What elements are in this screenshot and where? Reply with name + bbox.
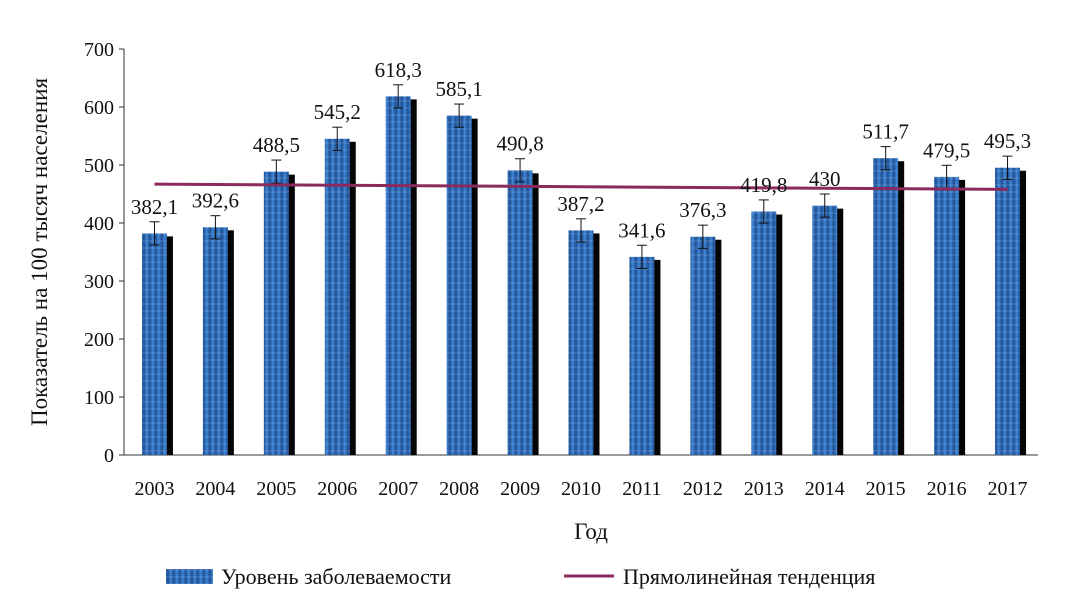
- bar: [263, 171, 289, 456]
- error-bar: [210, 215, 221, 240]
- data-label: 511,7: [862, 120, 908, 144]
- x-tick-label: 2013: [744, 478, 784, 500]
- x-tick-label: 2011: [622, 478, 661, 500]
- bar: [507, 170, 533, 455]
- data-label: 392,6: [192, 189, 239, 213]
- x-tick-label: 2004: [195, 478, 235, 500]
- data-label: 376,3: [679, 198, 726, 222]
- x-tick-label: 2006: [317, 478, 357, 500]
- data-label: 430: [809, 167, 841, 191]
- data-label: 382,1: [131, 195, 178, 219]
- x-tick-label: 2012: [683, 478, 723, 500]
- error-bar: [454, 103, 465, 128]
- x-tick-label: 2014: [805, 478, 845, 500]
- bar: [690, 236, 716, 455]
- data-label: 341,6: [618, 218, 665, 242]
- x-axis-title: Год: [574, 519, 608, 544]
- data-label: 585,1: [436, 77, 483, 101]
- bar: [934, 176, 960, 455]
- error-bar: [758, 199, 769, 224]
- legend-bar-swatch: [166, 569, 213, 584]
- bar: [385, 96, 411, 456]
- x-tick-label: 2010: [561, 478, 601, 500]
- data-label: 495,3: [984, 129, 1031, 153]
- y-axis-title: Показатель на 100 тысяч населения: [27, 78, 52, 426]
- bar: [873, 158, 899, 456]
- bar: [568, 230, 594, 455]
- bar: [995, 167, 1021, 455]
- x-tick-label: 2016: [927, 478, 967, 500]
- x-tick-label: 2009: [500, 478, 540, 500]
- data-label: 545,2: [314, 100, 361, 124]
- bar: [202, 227, 228, 455]
- y-tick-label: 500: [84, 155, 114, 177]
- data-label: 419,8: [740, 173, 787, 197]
- error-bar: [880, 146, 891, 171]
- data-label: 490,8: [496, 132, 543, 156]
- error-bar: [697, 224, 708, 249]
- data-label: 387,2: [557, 192, 604, 216]
- x-tick-label: 2015: [866, 478, 906, 500]
- legend-line-label: Прямолинейная тенденция: [623, 564, 875, 589]
- x-tick-label: 2007: [378, 478, 418, 500]
- y-tick-label: 100: [84, 387, 114, 409]
- error-bar: [636, 244, 647, 269]
- y-tick-label: 700: [84, 39, 114, 61]
- data-label: 488,5: [253, 133, 300, 157]
- bar: [629, 256, 655, 455]
- x-tick-label: 2008: [439, 478, 479, 500]
- error-bar: [393, 84, 404, 109]
- error-bar: [332, 126, 343, 151]
- y-tick-label: 0: [104, 445, 114, 467]
- y-tick-label: 400: [84, 213, 114, 235]
- legend: Уровень заболеваемости Прямолинейная тен…: [166, 564, 875, 589]
- bar: [324, 138, 350, 455]
- y-tick-label: 200: [84, 329, 114, 351]
- x-tick-label: 2003: [134, 478, 174, 500]
- error-bar: [1002, 155, 1013, 180]
- error-bar: [819, 193, 830, 218]
- error-bar: [149, 221, 160, 246]
- data-label: 618,3: [375, 58, 422, 82]
- error-bar: [271, 159, 282, 184]
- bar: [446, 115, 472, 455]
- error-bar: [576, 218, 586, 243]
- y-tick-label: 600: [84, 97, 114, 119]
- error-bar: [515, 158, 526, 183]
- y-tick-label: 300: [84, 271, 114, 293]
- trend-line: [154, 182, 1008, 191]
- legend-bar-label: Уровень заболеваемости: [221, 564, 452, 589]
- bar: [141, 233, 167, 455]
- bar: [751, 211, 777, 455]
- bar: [812, 205, 838, 455]
- x-tick-label: 2017: [988, 478, 1028, 500]
- data-label: 479,5: [923, 138, 970, 162]
- x-tick-label: 2005: [256, 478, 296, 500]
